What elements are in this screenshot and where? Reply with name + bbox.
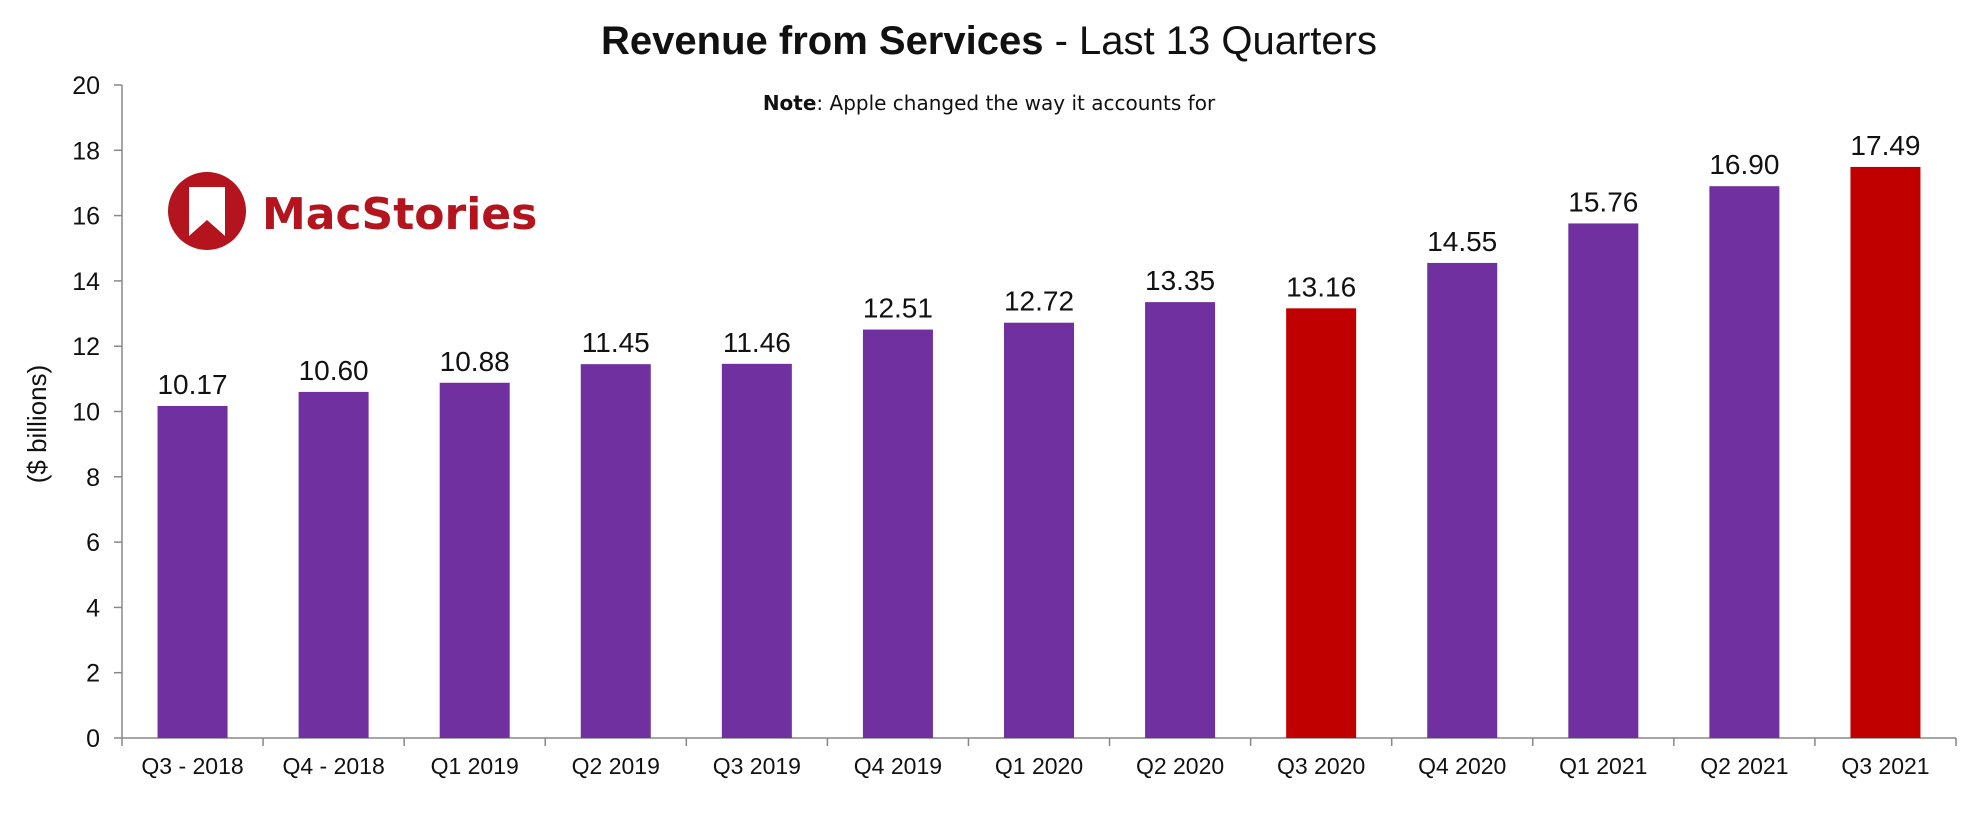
bar (1145, 302, 1216, 738)
x-tick-label: Q1 2021 (1559, 753, 1647, 779)
bar-value-label: 12.72 (1004, 286, 1074, 317)
x-tick-label: Q2 2021 (1700, 753, 1788, 779)
y-axis-ticks: 0 2 4 6 8 10 12 14 16 18 20 (72, 72, 122, 753)
y-tick-label: 14 (72, 268, 100, 296)
bookmark-badge-icon (168, 172, 246, 250)
y-tick-label: 0 (86, 725, 100, 753)
bar-value-label: 14.55 (1427, 226, 1497, 257)
bar-value-label: 10.17 (157, 369, 227, 400)
bar-value-label: 16.90 (1709, 149, 1779, 180)
macstories-logo: MacStories (168, 172, 537, 250)
chart-note-text: : Apple changed the way it accounts for (816, 91, 1216, 115)
bar-series (157, 166, 1921, 739)
bar-value-label: 10.88 (440, 346, 510, 377)
bar-value-label: 12.51 (863, 293, 933, 324)
x-tick-label: Q4 - 2018 (282, 753, 384, 779)
y-tick-label: 2 (86, 660, 100, 688)
x-tick-label: Q3 2021 (1841, 753, 1929, 779)
x-tick-label: Q3 - 2018 (141, 753, 243, 779)
bar (1004, 322, 1074, 738)
bar-value-label: 11.45 (582, 327, 650, 358)
bar-value-label: 10.60 (299, 355, 369, 386)
y-tick-label: 10 (72, 399, 100, 427)
bar (1709, 186, 1780, 739)
bar (862, 329, 933, 738)
x-tick-label: Q2 2020 (1136, 753, 1224, 779)
y-tick-label: 20 (72, 72, 100, 100)
bar (157, 405, 228, 738)
y-tick-label: 12 (72, 333, 100, 361)
logo-wordmark: MacStories (262, 189, 537, 240)
y-tick-label: 18 (72, 137, 100, 165)
x-tick-label: Q4 2020 (1418, 753, 1506, 779)
x-tick-label: Q1 2020 (995, 753, 1083, 779)
x-tick-label: Q1 2019 (431, 753, 519, 779)
y-tick-label: 8 (86, 464, 100, 492)
chart-title: Revenue from Services - Last 13 Quarters (601, 19, 1377, 63)
bar (580, 364, 651, 738)
bar-value-label: 17.49 (1850, 130, 1920, 161)
bar (721, 363, 792, 738)
x-tick-label: Q3 2019 (713, 753, 801, 779)
chart-note-label: Note (763, 91, 817, 115)
bar-value-label: 15.76 (1568, 186, 1638, 217)
y-tick-label: 6 (86, 529, 100, 557)
x-tick-label: Q2 2019 (572, 753, 660, 779)
bar (439, 382, 510, 738)
bar (1568, 223, 1639, 738)
y-axis-title: ($ billions) (22, 365, 52, 484)
x-tick-label: Q4 2019 (854, 753, 942, 779)
chart-title-bold: Revenue from Services (601, 19, 1043, 63)
x-tick-label: Q3 2020 (1277, 753, 1365, 779)
bar (298, 391, 369, 738)
bar-value-label: 13.35 (1145, 265, 1215, 296)
y-tick-label: 4 (86, 594, 100, 622)
bar (1286, 308, 1357, 738)
bar-value-label: 13.16 (1286, 271, 1356, 302)
bar-value-label: 11.46 (723, 327, 791, 358)
chart-title-rest: - Last 13 Quarters (1043, 19, 1376, 63)
x-axis-ticks: Q3 - 2018 Q4 - 2018 Q1 2019 Q2 2019 Q3 2019 Q… (141, 753, 1929, 779)
y-tick-label: 16 (72, 203, 100, 231)
chart-note: Note: Apple changed the way it accounts … (763, 91, 1216, 115)
bar (1850, 166, 1921, 738)
value-labels: 10.17 10.60 10.88 11.45 11.46 12.51 12.72 13.35… (157, 130, 1920, 400)
bar (1427, 262, 1498, 738)
